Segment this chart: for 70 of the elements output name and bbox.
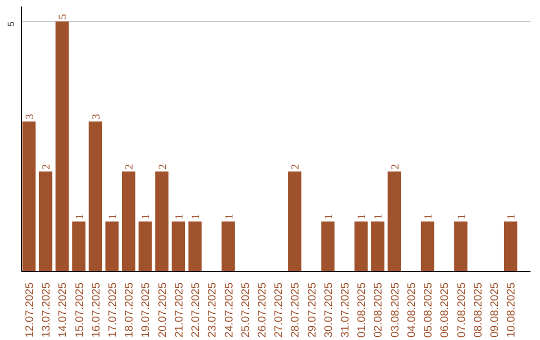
data-label: 1 bbox=[322, 214, 335, 220]
x-tick-label: 29.07.2025 bbox=[306, 282, 318, 338]
bar bbox=[38, 172, 52, 272]
x-tick-label: 27.07.2025 bbox=[273, 282, 286, 338]
data-label: 1 bbox=[190, 214, 202, 220]
data-label: 2 bbox=[40, 164, 53, 170]
x-tick-label: 17.07.2025 bbox=[107, 282, 120, 338]
bar bbox=[138, 222, 152, 272]
x-tick-label: 25.07.2025 bbox=[240, 282, 252, 338]
data-label: 3 bbox=[24, 114, 36, 120]
data-label: 1 bbox=[372, 214, 385, 220]
data-label: 1 bbox=[74, 214, 86, 220]
x-tick-label: 04.08.2025 bbox=[406, 282, 418, 338]
x-tick-label: 19.07.2025 bbox=[140, 282, 152, 338]
data-label: 1 bbox=[506, 214, 518, 220]
bar bbox=[420, 222, 434, 272]
x-tick-label: 30.07.2025 bbox=[322, 282, 335, 338]
x-tick-label: 23.07.2025 bbox=[206, 282, 219, 338]
data-label: 1 bbox=[223, 214, 236, 220]
bar bbox=[504, 222, 518, 272]
x-tick-label: 20.07.2025 bbox=[156, 282, 169, 338]
x-tick-label: 08.08.2025 bbox=[472, 282, 484, 338]
bar bbox=[454, 222, 468, 272]
x-tick-label: 26.07.2025 bbox=[256, 282, 268, 338]
x-tick-label: 05.08.2025 bbox=[422, 282, 435, 338]
bar bbox=[354, 222, 368, 272]
data-label: 1 bbox=[140, 214, 152, 220]
x-tick-label: 21.07.2025 bbox=[173, 282, 186, 338]
x-tick-label: 16.07.2025 bbox=[90, 282, 102, 338]
x-tick-label: 18.07.2025 bbox=[124, 282, 136, 338]
data-label: 2 bbox=[389, 164, 402, 170]
x-tick-label: 24.07.2025 bbox=[223, 282, 236, 338]
x-tick-label: 02.08.2025 bbox=[372, 282, 385, 338]
bar bbox=[122, 172, 136, 272]
data-label: 2 bbox=[156, 164, 169, 170]
x-tick-label: 01.08.2025 bbox=[356, 282, 368, 338]
x-tick-label: 13.07.2025 bbox=[40, 282, 53, 338]
x-tick-label: 03.08.2025 bbox=[389, 282, 402, 338]
x-tick-label: 10.08.2025 bbox=[506, 282, 518, 338]
bar bbox=[155, 172, 168, 272]
bar bbox=[288, 172, 302, 272]
x-tick-label: 09.08.2025 bbox=[488, 282, 501, 338]
x-tick-label: 14.07.2025 bbox=[57, 282, 70, 338]
bar bbox=[388, 172, 401, 272]
data-label: 1 bbox=[456, 214, 468, 220]
bar bbox=[72, 222, 86, 272]
data-label: 1 bbox=[422, 214, 435, 220]
bar bbox=[22, 122, 36, 272]
x-tick-label: 06.08.2025 bbox=[439, 282, 452, 338]
bar bbox=[172, 222, 186, 272]
bar bbox=[105, 222, 119, 272]
data-label: 2 bbox=[290, 164, 302, 170]
data-label: 2 bbox=[124, 164, 136, 170]
data-label: 3 bbox=[90, 114, 102, 120]
x-tick-label: 31.07.2025 bbox=[340, 282, 352, 338]
x-tick-label: 07.08.2025 bbox=[456, 282, 468, 338]
data-label: 1 bbox=[356, 214, 368, 220]
data-label: 1 bbox=[107, 214, 120, 220]
bar bbox=[222, 222, 235, 272]
data-label: 1 bbox=[173, 214, 186, 220]
bar bbox=[321, 222, 335, 272]
bar bbox=[371, 222, 384, 272]
x-tick-label: 15.07.2025 bbox=[74, 282, 86, 338]
bar bbox=[56, 22, 69, 272]
x-tick-label: 12.07.2025 bbox=[24, 282, 36, 338]
x-tick-label: 22.07.2025 bbox=[190, 282, 202, 338]
bar bbox=[188, 222, 202, 272]
data-label: 5 bbox=[57, 14, 70, 20]
bar bbox=[88, 122, 102, 272]
x-tick-label: 28.07.2025 bbox=[290, 282, 302, 338]
